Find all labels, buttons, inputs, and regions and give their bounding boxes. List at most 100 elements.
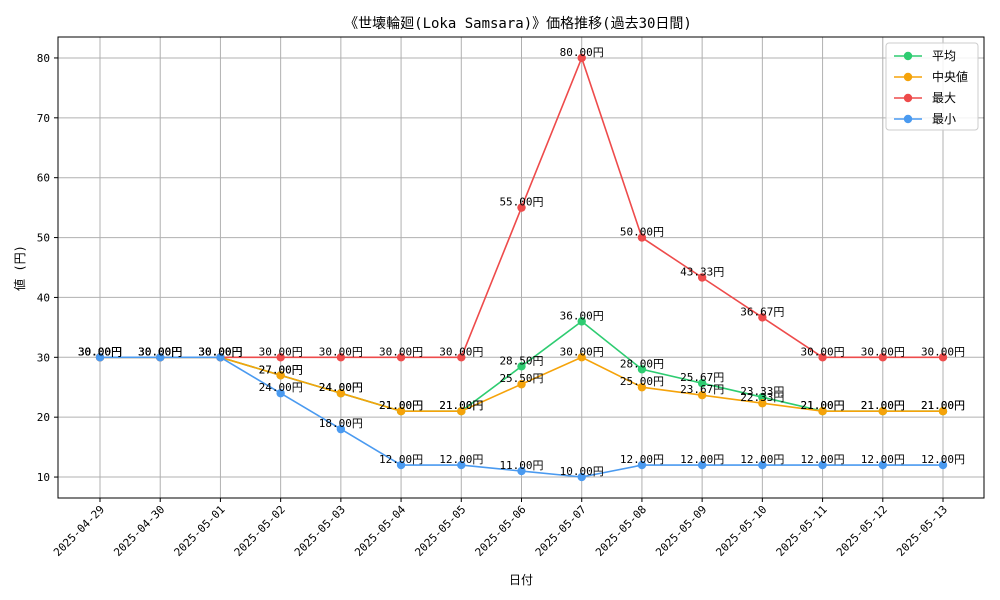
y-tick-label: 30: [37, 351, 50, 364]
x-tick-label: 2025-05-02: [232, 503, 288, 559]
legend-marker: [903, 93, 913, 103]
data-point: [517, 203, 526, 212]
legend-label: 最大: [932, 91, 956, 105]
data-label: 21.00円: [921, 399, 965, 412]
x-tick-label: 2025-05-04: [352, 503, 408, 559]
x-tick-label: 2025-04-30: [111, 503, 167, 559]
data-point: [577, 317, 586, 326]
x-tick-label: 2025-05-12: [834, 503, 890, 559]
data-label: 28.50円: [499, 354, 543, 367]
data-label: 23.33円: [740, 385, 784, 398]
data-label: 11.00円: [499, 459, 543, 472]
data-point: [457, 406, 466, 416]
data-point: [156, 353, 165, 362]
data-label: 12.00円: [801, 453, 845, 466]
data-label: 30.00円: [259, 345, 303, 358]
y-tick-label: 50: [37, 232, 50, 245]
data-point: [697, 460, 707, 470]
data-label: 12.00円: [680, 453, 724, 466]
data-point: [938, 460, 948, 470]
data-label: 12.00円: [439, 453, 483, 466]
data-point: [396, 406, 406, 416]
x-tick-label: 2025-05-01: [172, 503, 228, 559]
y-tick-label: 10: [37, 471, 50, 484]
data-label: 24.00円: [259, 381, 303, 394]
data-point: [637, 460, 647, 470]
data-label: 30.00円: [138, 345, 182, 358]
x-tick-label: 2025-05-06: [473, 503, 529, 559]
data-label: 55.00円: [499, 196, 543, 209]
data-label: 18.00円: [319, 417, 363, 430]
x-tick-label: 2025-05-08: [593, 503, 649, 559]
data-point: [336, 389, 346, 398]
data-label: 27.00円: [259, 363, 303, 376]
data-point: [878, 406, 887, 416]
data-label: 25.50円: [499, 372, 543, 385]
data-point: [878, 460, 887, 470]
data-label: 12.00円: [740, 453, 784, 466]
data-point: [758, 393, 767, 402]
data-label: 12.00円: [620, 453, 664, 466]
y-tick-label: 20: [37, 411, 50, 424]
data-point: [577, 472, 586, 482]
data-point: [637, 365, 647, 374]
legend-label: 平均: [932, 49, 956, 63]
x-tick-label: 2025-05-10: [713, 503, 769, 559]
data-label: 25.67円: [680, 371, 724, 384]
data-point: [95, 353, 105, 362]
data-point: [276, 389, 285, 398]
data-label: 27.00円: [259, 363, 303, 376]
chart-title: 《世壊輪廻(Loka Samsara)》価格推移(過去30日間): [344, 15, 692, 32]
legend-label: 最小: [932, 112, 956, 126]
data-point: [938, 353, 948, 362]
data-label: 30.00円: [198, 345, 242, 358]
data-point: [517, 466, 526, 476]
data-point: [276, 353, 285, 362]
data-label: 21.00円: [801, 399, 845, 412]
data-label: 24.00円: [319, 381, 363, 394]
data-label: 30.00円: [921, 345, 965, 358]
data-point: [697, 273, 707, 282]
data-label: 30.00円: [78, 345, 122, 358]
data-label: 80.00円: [560, 46, 604, 59]
x-tick-label: 2025-05-07: [533, 503, 589, 559]
data-point: [818, 406, 827, 416]
data-label: 30.00円: [319, 345, 363, 358]
legend-marker: [903, 114, 913, 124]
data-label: 21.00円: [861, 399, 905, 412]
data-label: 23.67円: [680, 383, 724, 396]
x-tick-label: 2025-04-29: [51, 503, 107, 559]
data-point: [878, 353, 887, 362]
data-point: [517, 362, 526, 371]
legend-label: 中央値: [932, 69, 968, 84]
data-point: [336, 424, 346, 434]
data-label: 24.00円: [319, 381, 363, 394]
data-label: 30.00円: [138, 345, 182, 358]
data-label: 21.00円: [379, 399, 423, 412]
legend-marker: [903, 51, 913, 61]
data-label: 30.00円: [198, 345, 242, 358]
data-label: 21.00円: [921, 399, 965, 412]
y-tick-label: 40: [37, 291, 50, 304]
data-labels: 30.00円 30.00円 30.00円 27.00円 24.00円 21.00円 21.0…: [78, 46, 965, 478]
data-label: 12.00円: [379, 453, 423, 466]
data-label: 30.00円: [78, 345, 122, 358]
x-tick-label: 2025-05-11: [774, 503, 830, 559]
data-label: 10.00円: [560, 465, 604, 478]
data-point: [517, 380, 526, 389]
data-label: 50.00円: [620, 226, 664, 239]
x-tick-label: 2025-05-09: [653, 503, 709, 559]
legend-box: [885, 42, 979, 131]
x-axis: 2025-04-29 2025-04-30 2025-05-01 2025-05-02…: [51, 498, 950, 559]
data-point: [938, 406, 948, 416]
data-point: [818, 460, 827, 470]
x-axis-label: 日付: [509, 573, 533, 587]
data-label: 12.00円: [921, 453, 965, 466]
data-point: [577, 353, 586, 362]
data-label: 30.00円: [560, 345, 604, 358]
data-label: 12.00円: [861, 453, 905, 466]
y-tick-label: 60: [37, 172, 50, 185]
data-point: [758, 399, 767, 408]
series-layer: [95, 53, 948, 482]
